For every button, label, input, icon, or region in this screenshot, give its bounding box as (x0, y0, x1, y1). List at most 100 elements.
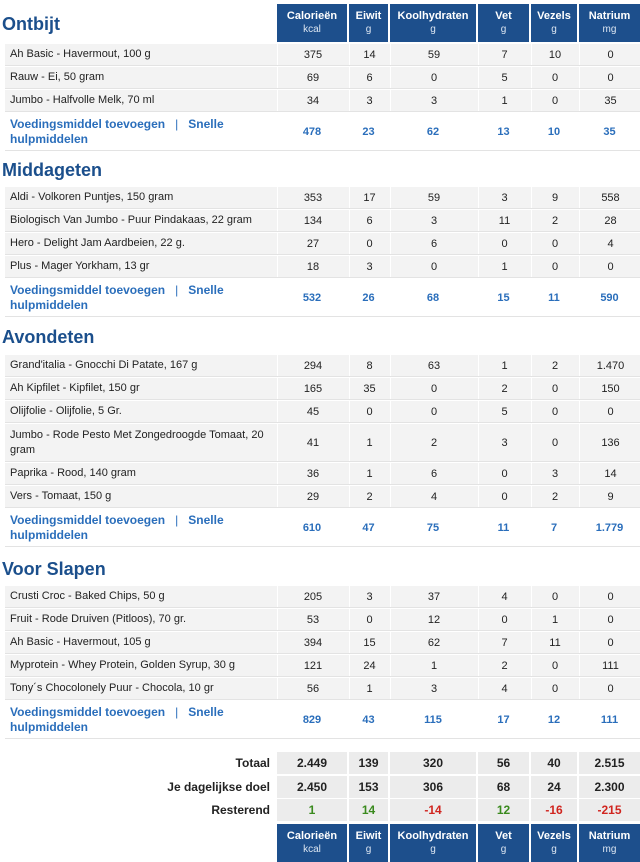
food-sodium: 0 (579, 632, 640, 653)
bottom-col-carbs: Koolhydraten g (390, 824, 476, 862)
food-name[interactable]: Ah Kipfilet - Kipfilet, 150 gr (10, 382, 140, 394)
food-carbs: 4 (390, 486, 477, 507)
food-carbs: 59 (390, 44, 477, 65)
food-calories: 41 (277, 424, 348, 461)
meal-actions: Voedingsmiddel toevoegen | Snelle hulpmidd… (5, 279, 260, 316)
meal-totals-row: Voedingsmiddel toevoegen | Snelle hulpmidd… (5, 509, 640, 547)
food-row[interactable]: Paprika - Rood, 140 gram 36 1 6 0 3 14 (5, 463, 640, 485)
food-fiber: 9 (531, 187, 578, 208)
food-row[interactable]: Rauw - Ei, 50 gram 69 6 0 5 0 0 (5, 67, 640, 89)
food-fiber: 2 (531, 355, 578, 376)
food-row[interactable]: Tony´s Chocolonely Puur - Chocola, 10 gr… (5, 678, 640, 700)
add-food-link[interactable]: Voedingsmiddel toevoegen (10, 512, 166, 527)
food-name[interactable]: Jumbo - Halfvolle Melk, 70 ml (10, 94, 155, 106)
food-name[interactable]: Myprotein - Whey Protein, Golden Syrup, … (10, 659, 235, 671)
food-name[interactable]: Ah Basic - Havermout, 105 g (10, 636, 151, 648)
food-row[interactable]: Ah Basic - Havermout, 105 g 394 15 62 7 11 0 (5, 632, 640, 654)
food-carbs: 6 (390, 463, 477, 484)
food-name[interactable]: Plus - Mager Yorkham, 13 gr (10, 260, 150, 272)
food-row[interactable]: Vers - Tomaat, 150 g 29 2 4 0 2 9 (5, 486, 640, 508)
food-name[interactable]: Tony´s Chocolonely Puur - Chocola, 10 gr (10, 682, 214, 694)
food-name[interactable]: Crusti Croc - Baked Chips, 50 g (10, 590, 165, 602)
food-sodium: 1.470 (579, 355, 640, 376)
food-row[interactable]: Myprotein - Whey Protein, Golden Syrup, … (5, 655, 640, 677)
quick-tools-link[interactable]: Snelle hulpmiddelen (10, 512, 224, 542)
food-row[interactable]: Olijfolie - Olijfolie, 5 Gr. 45 0 0 5 0 0 (5, 401, 640, 423)
col-unit: g (500, 844, 507, 855)
summary-goal-label: Je dagelijkse doel (167, 780, 270, 794)
food-name[interactable]: Aldi - Volkoren Puntjes, 150 gram (10, 191, 174, 203)
food-carbs: 0 (390, 378, 477, 399)
food-row[interactable]: Plus - Mager Yorkham, 13 gr 18 3 0 1 0 0 (5, 256, 640, 278)
food-row[interactable]: Fruit - Rode Druiven (Pitloos), 70 gr. 53… (5, 609, 640, 631)
add-food-link[interactable]: Voedingsmiddel toevoegen (10, 704, 166, 719)
food-row[interactable]: Crusti Croc - Baked Chips, 50 g 205 3 37 4 0 0 (5, 586, 640, 608)
col-unit: g (551, 24, 557, 35)
quick-tools-link[interactable]: Snelle hulpmiddelen (10, 282, 224, 312)
food-calories: 53 (277, 609, 348, 630)
col-unit: g (430, 24, 436, 35)
quick-tools-link[interactable]: Snelle hulpmiddelen (10, 704, 224, 734)
meal-total-calories: 478 (302, 125, 322, 138)
food-calories: 56 (277, 678, 348, 699)
meal-title: Voor Slapen (2, 559, 106, 579)
food-carbs: 2 (390, 424, 477, 461)
food-name[interactable]: Paprika - Rood, 140 gram (10, 467, 136, 479)
food-fat: 0 (478, 609, 530, 630)
food-sodium: 0 (579, 401, 640, 422)
food-name[interactable]: Ah Basic - Havermout, 100 g (10, 48, 151, 60)
food-row[interactable]: Hero - Delight Jam Aardbeien, 22 g. 27 0 6 0… (5, 233, 640, 255)
food-name[interactable]: Biologisch Van Jumbo - Puur Pindakaas, 2… (10, 214, 252, 226)
food-protein: 3 (349, 586, 389, 607)
summary-total-fat: 56 (478, 752, 529, 774)
food-name[interactable]: Rauw - Ei, 50 gram (10, 71, 105, 83)
food-row[interactable]: Ah Basic - Havermout, 100 g 375 14 59 7 10 0 (5, 44, 640, 66)
add-food-link[interactable]: Voedingsmiddel toevoegen (10, 282, 166, 297)
meal-total-carbs: 75 (426, 521, 440, 534)
food-calories: 27 (277, 233, 348, 254)
col-unit: g (365, 844, 372, 855)
food-fiber: 0 (531, 378, 578, 399)
food-protein: 17 (349, 187, 389, 208)
food-row[interactable]: Jumbo - Rode Pesto Met Zongedroogde Toma… (5, 424, 640, 462)
add-food-link[interactable]: Voedingsmiddel toevoegen (10, 116, 166, 131)
meal-actions: Voedingsmiddel toevoegen | Snelle hulpmidd… (5, 113, 260, 150)
food-fiber: 0 (531, 256, 578, 277)
food-protein: 3 (349, 90, 389, 111)
food-fiber: 10 (531, 44, 578, 65)
top-col-carbs: Koolhydraten g (390, 4, 476, 42)
summary-total-label: Totaal (235, 756, 270, 770)
col-unit: mg (602, 844, 617, 855)
food-row[interactable]: Biologisch Van Jumbo - Puur Pindakaas, 2… (5, 210, 640, 232)
summary-goal-carbs: 306 (390, 776, 476, 798)
food-row[interactable]: Aldi - Volkoren Puntjes, 150 gram 353 17 59… (5, 187, 640, 209)
meal-total-fiber: 12 (547, 713, 561, 726)
food-carbs: 3 (390, 210, 477, 231)
food-fat: 0 (478, 463, 530, 484)
food-name[interactable]: Fruit - Rode Druiven (Pitloos), 70 gr. (10, 613, 187, 625)
food-row[interactable]: Grand'italia - Gnocchi Di Patate, 167 g 2… (5, 355, 640, 377)
food-row[interactable]: Jumbo - Halfvolle Melk, 70 ml 34 3 3 1 0 35 (5, 90, 640, 112)
top-col-sodium: Natrium mg (579, 4, 640, 42)
food-protein: 0 (349, 233, 389, 254)
meal-title: Avondeten (2, 327, 95, 347)
meal-totals-row: Voedingsmiddel toevoegen | Snelle hulpmidd… (5, 701, 640, 739)
col-label: Vet (495, 10, 512, 22)
food-name[interactable]: Hero - Delight Jam Aardbeien, 22 g. (10, 237, 185, 249)
food-carbs: 0 (390, 67, 477, 88)
bottom-col-calories: Calorieën kcal (277, 824, 347, 862)
quick-tools-link[interactable]: Snelle hulpmiddelen (10, 116, 224, 146)
food-fat: 4 (478, 586, 530, 607)
summary-remaining-protein: 14 (349, 799, 388, 821)
food-name[interactable]: Grand'italia - Gnocchi Di Patate, 167 g (10, 359, 198, 371)
food-protein: 0 (349, 609, 389, 630)
food-name[interactable]: Olijfolie - Olijfolie, 5 Gr. (10, 405, 122, 417)
food-fat: 7 (478, 44, 530, 65)
food-row[interactable]: Ah Kipfilet - Kipfilet, 150 gr 165 35 0 2 0 15… (5, 378, 640, 400)
meal-total-protein: 23 (362, 125, 375, 138)
food-name[interactable]: Vers - Tomaat, 150 g (10, 490, 112, 502)
food-name[interactable]: Jumbo - Rode Pesto Met Zongedroogde Toma… (10, 428, 264, 456)
summary-remaining-calories: 1 (277, 799, 347, 821)
meal-total-fiber: 10 (547, 125, 561, 138)
meal-total-carbs: 68 (426, 291, 440, 304)
